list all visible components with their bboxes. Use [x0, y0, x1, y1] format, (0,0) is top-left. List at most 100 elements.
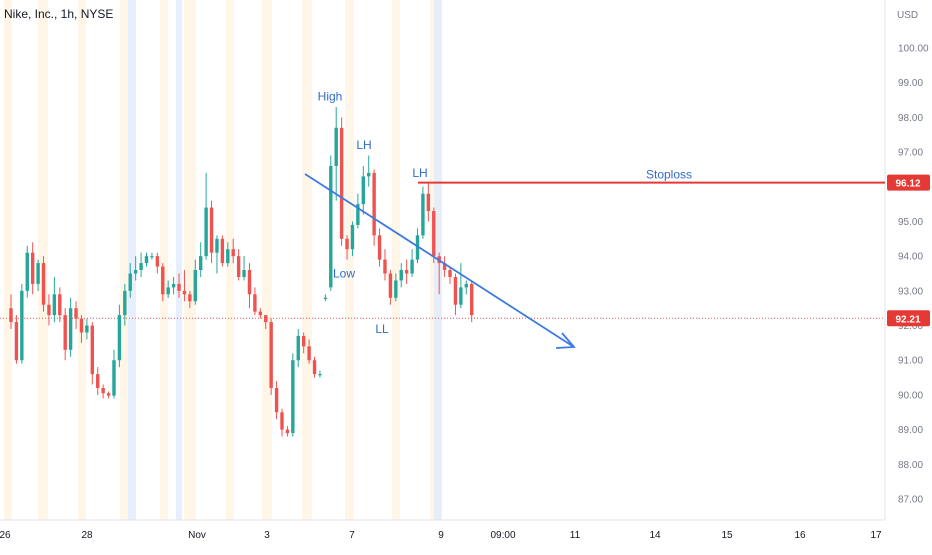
candle-body	[150, 256, 154, 258]
candle-body	[47, 304, 51, 316]
y-tick-label: 99.00	[898, 78, 923, 89]
y-tick-label: 95.00	[898, 217, 923, 228]
candle-body	[171, 283, 176, 288]
y-tick-label: 90.00	[898, 390, 923, 401]
session-band	[345, 0, 354, 520]
candle-body	[85, 325, 89, 333]
x-tick-label: 3	[264, 530, 270, 541]
candle-body	[14, 322, 19, 361]
candle-body	[388, 273, 393, 298]
candle-body	[96, 374, 100, 388]
candle-body	[377, 235, 382, 260]
candle-body	[415, 235, 420, 260]
candle-body	[285, 429, 290, 434]
session-band	[120, 0, 128, 520]
candle-body	[339, 127, 344, 239]
candle-body	[242, 270, 246, 277]
annotation-label: High	[318, 90, 343, 104]
candle-body	[123, 290, 127, 316]
candle-body	[253, 294, 257, 312]
candle-body	[144, 256, 149, 264]
stoploss-label: Stoploss	[646, 168, 692, 182]
session-band	[392, 0, 400, 520]
y-tick-label: 94.00	[898, 252, 923, 263]
candle-body	[372, 172, 376, 236]
candle-body	[464, 283, 468, 288]
candle-body	[199, 256, 203, 271]
candle-body	[448, 270, 452, 277]
candle-body	[329, 165, 333, 288]
candle-body	[296, 335, 300, 361]
candle-body	[236, 256, 241, 277]
annotation-label: LL	[375, 322, 389, 336]
candle-body	[367, 172, 371, 177]
y-tick-label: 89.00	[898, 425, 923, 436]
candle-body	[209, 207, 214, 253]
candle-body	[90, 325, 94, 375]
candle-body	[318, 374, 322, 376]
candle-body	[52, 294, 57, 316]
candle-body	[426, 193, 431, 212]
y-tick-label: 87.00	[898, 495, 923, 506]
session-band	[184, 0, 196, 520]
session-bands	[4, 0, 442, 520]
session-band	[128, 0, 136, 520]
candle-body	[231, 249, 235, 257]
current-price-tag-label: 92.21	[895, 314, 920, 325]
candle-body	[404, 270, 409, 274]
candle-body	[280, 412, 284, 430]
current-price-tag	[887, 310, 930, 327]
candle-body	[188, 294, 192, 302]
x-tick-label: Nov	[188, 530, 206, 541]
candle-body	[25, 252, 29, 291]
stoploss-price-tag	[887, 174, 930, 191]
x-tick-label: 11	[570, 530, 581, 541]
candle-body	[101, 387, 105, 394]
session-band	[4, 0, 12, 520]
candle-body	[394, 280, 398, 298]
candle-body	[133, 270, 138, 274]
candle-body	[30, 252, 35, 284]
candle-body	[383, 259, 387, 274]
session-band	[78, 0, 86, 520]
candle-body	[421, 193, 425, 236]
candle-body	[350, 224, 355, 250]
candle-body	[139, 263, 143, 271]
chart-title: Nike, Inc., 1h, NYSE	[4, 7, 114, 21]
session-band	[176, 0, 182, 520]
candle-body	[334, 127, 338, 166]
candle-body	[112, 360, 116, 396]
candle-body	[117, 315, 122, 361]
candle-body	[291, 360, 295, 434]
session-band	[262, 0, 272, 520]
candle-body	[470, 283, 474, 316]
candle-body	[41, 263, 46, 305]
trend-arrow-head	[555, 332, 576, 349]
candle-body	[20, 290, 24, 361]
x-tick-label: 16	[794, 530, 806, 541]
candle-body	[155, 256, 160, 267]
x-tick-label: 09:00	[490, 530, 515, 541]
candle-body	[161, 266, 165, 295]
y-tick-label: 88.00	[898, 460, 923, 471]
candle-body	[204, 207, 208, 257]
candle-body	[301, 335, 306, 347]
candle-body	[220, 238, 225, 264]
candle-body	[68, 308, 73, 350]
stoploss-price-tag-label: 96.12	[895, 179, 920, 190]
annotation-label: Low	[333, 267, 355, 281]
candle-body	[106, 393, 111, 396]
trend-arrow-line	[304, 173, 575, 348]
session-band	[302, 0, 312, 520]
candle-body	[307, 346, 311, 361]
y-tick-label: 92.00	[898, 321, 923, 332]
y-tick-label: 91.00	[898, 356, 923, 367]
candle-body	[226, 249, 230, 264]
y-tick-label: 100.00	[898, 44, 929, 55]
candle-body	[79, 318, 84, 333]
candle-body	[399, 270, 403, 281]
candles	[9, 106, 474, 437]
currency-label: USD	[897, 10, 918, 21]
